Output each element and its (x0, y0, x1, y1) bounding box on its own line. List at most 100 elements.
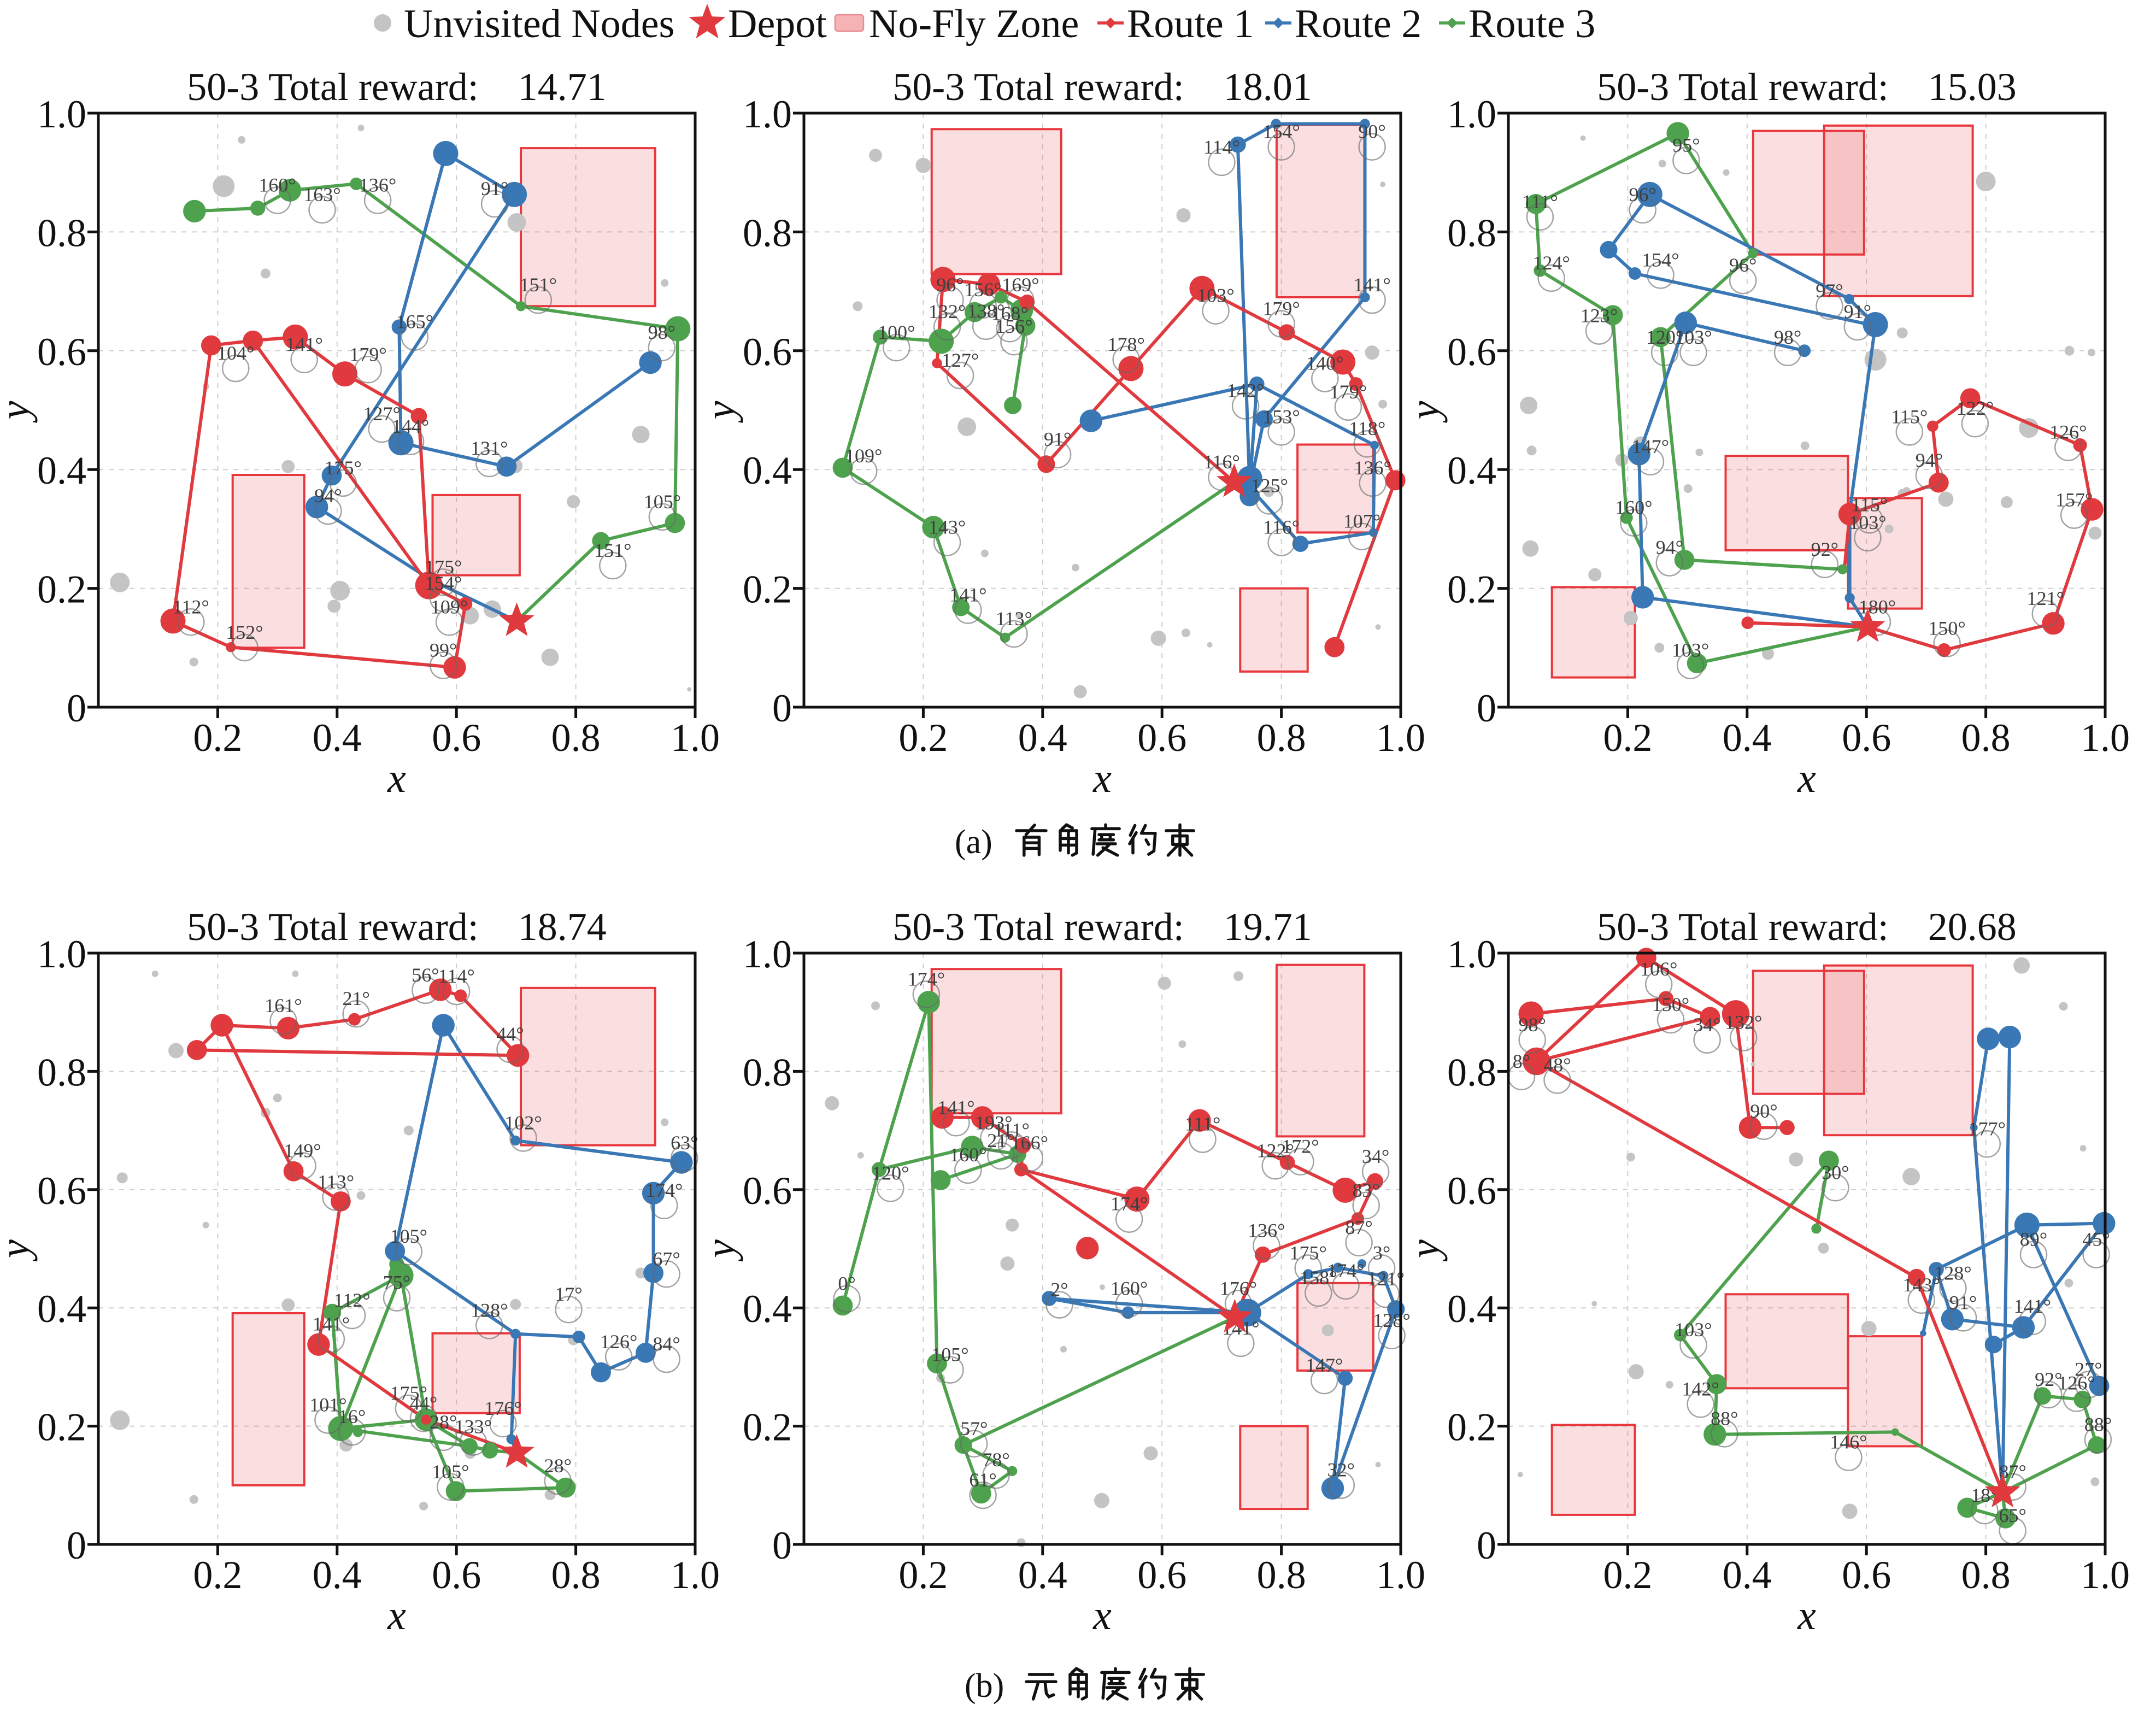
svg-text:91°: 91° (481, 178, 508, 199)
svg-text:149°: 149° (284, 1139, 321, 1161)
svg-text:y: y (0, 1239, 38, 1262)
svg-text:121°: 121° (2027, 587, 2064, 609)
svg-text:98°: 98° (1774, 326, 1801, 348)
svg-text:x: x (1092, 1592, 1112, 1638)
svg-text:127°: 127° (942, 349, 979, 371)
svg-text:178°: 178° (1107, 333, 1144, 355)
svg-text:136°: 136° (1248, 1219, 1285, 1241)
svg-text:120°: 120° (872, 1162, 909, 1184)
svg-text:0.8: 0.8 (37, 1050, 86, 1094)
svg-text:27°: 27° (2075, 1359, 2102, 1380)
svg-text:0.8: 0.8 (1257, 716, 1306, 760)
svg-text:158°: 158° (1300, 1267, 1337, 1289)
svg-text:179°: 179° (1330, 381, 1367, 403)
svg-text:28°: 28° (544, 1455, 572, 1477)
svg-text:111°: 111° (1185, 1113, 1221, 1135)
svg-text:8°: 8° (1513, 1050, 1530, 1072)
svg-text:0: 0 (772, 1524, 792, 1567)
svg-text:y: y (0, 401, 38, 423)
svg-text:0.6: 0.6 (432, 716, 481, 760)
svg-text:133°: 133° (455, 1416, 492, 1438)
svg-text:0.8: 0.8 (1447, 1050, 1496, 1094)
svg-text:175°: 175° (425, 556, 462, 578)
svg-text:114°: 114° (438, 965, 475, 987)
svg-text:y: y (697, 1239, 743, 1262)
svg-text:107°: 107° (1343, 510, 1380, 532)
svg-text:91°: 91° (1844, 301, 1871, 322)
svg-text:141°: 141° (285, 333, 322, 355)
svg-text:151°: 151° (520, 274, 557, 296)
svg-text:2°: 2° (1050, 1279, 1068, 1301)
svg-text:0: 0 (772, 686, 792, 730)
svg-text:0.2: 0.2 (743, 568, 792, 612)
svg-text:57°: 57° (960, 1418, 988, 1439)
svg-text:179°: 179° (1262, 298, 1300, 320)
svg-text:50-3 Total reward: 14.71: 50-3 Total reward: 14.71 (187, 65, 606, 109)
svg-text:140°: 140° (1306, 352, 1343, 374)
svg-text:94°: 94° (1656, 537, 1683, 559)
svg-text:44°: 44° (410, 1392, 437, 1414)
svg-text:126°: 126° (2049, 421, 2087, 443)
svg-text:83°: 83° (1352, 1179, 1379, 1201)
svg-text:Route 3: Route 3 (1468, 2, 1595, 46)
svg-text:152°: 152° (226, 621, 263, 643)
svg-text:91°: 91° (1949, 1291, 1977, 1313)
svg-text:193°: 193° (975, 1112, 1012, 1133)
svg-text:17°: 17° (555, 1283, 582, 1305)
svg-text:174°: 174° (1111, 1193, 1148, 1215)
svg-text:92°: 92° (2035, 1368, 2062, 1390)
svg-text:0.6: 0.6 (1137, 716, 1186, 760)
svg-text:103°: 103° (1672, 639, 1709, 661)
svg-text:116°: 116° (1263, 516, 1300, 538)
svg-text:y: y (1402, 1239, 1448, 1262)
svg-text:94°: 94° (314, 485, 342, 507)
svg-text:176°: 176° (1220, 1277, 1257, 1299)
svg-text:28°: 28° (430, 1411, 457, 1433)
svg-text:109°: 109° (431, 596, 468, 618)
svg-text:96°: 96° (1629, 184, 1656, 205)
svg-text:1.0: 1.0 (671, 1553, 720, 1597)
svg-text:103°: 103° (1675, 1319, 1712, 1341)
svg-text:97°: 97° (1816, 280, 1843, 302)
svg-text:0.6: 0.6 (1447, 330, 1496, 374)
svg-text:0.4: 0.4 (1447, 1287, 1496, 1331)
svg-text:156°: 156° (995, 315, 1032, 337)
svg-text:141°: 141° (1353, 274, 1390, 296)
svg-text:165°: 165° (396, 311, 433, 333)
svg-text:118°: 118° (1349, 418, 1385, 439)
svg-text:141°: 141° (313, 1313, 350, 1335)
svg-text:161°: 161° (265, 995, 302, 1016)
svg-text:160°: 160° (259, 174, 296, 196)
svg-text:141°: 141° (949, 584, 986, 606)
svg-text:166°: 166° (1011, 1132, 1048, 1154)
svg-text:92°: 92° (1811, 538, 1838, 560)
svg-text:0°: 0° (838, 1273, 855, 1295)
svg-text:174°: 174° (1327, 1260, 1364, 1282)
svg-text:x: x (1092, 755, 1112, 801)
svg-text:0.4: 0.4 (313, 716, 362, 760)
svg-text:160°: 160° (1111, 1277, 1148, 1299)
svg-text:111°: 111° (994, 1119, 1030, 1141)
svg-text:21°: 21° (987, 1130, 1014, 1151)
svg-text:0.2: 0.2 (898, 716, 948, 760)
svg-text:y: y (1402, 401, 1448, 423)
svg-text:136°: 136° (359, 174, 396, 196)
svg-text:0.2: 0.2 (1447, 1406, 1496, 1449)
svg-text:x: x (1797, 1592, 1816, 1638)
svg-text:112°: 112° (334, 1289, 371, 1311)
svg-text:0.6: 0.6 (1137, 1553, 1186, 1597)
svg-text:150°: 150° (1652, 994, 1689, 1015)
svg-text:(a): (a) (955, 824, 992, 861)
svg-text:1.0: 1.0 (743, 92, 792, 136)
svg-text:89°: 89° (2020, 1229, 2047, 1250)
svg-text:142°: 142° (1682, 1378, 1719, 1400)
svg-text:0.6: 0.6 (743, 330, 792, 374)
svg-text:98°: 98° (1518, 1014, 1546, 1036)
svg-text:0.4: 0.4 (1723, 1553, 1772, 1597)
svg-text:103°: 103° (1849, 512, 1886, 533)
svg-text:0.2: 0.2 (743, 1406, 792, 1449)
svg-text:1.0: 1.0 (1376, 1553, 1425, 1597)
svg-text:128°: 128° (1373, 1309, 1410, 1331)
svg-text:No-Fly Zone: No-Fly Zone (869, 2, 1079, 46)
svg-text:63°: 63° (671, 1132, 698, 1154)
